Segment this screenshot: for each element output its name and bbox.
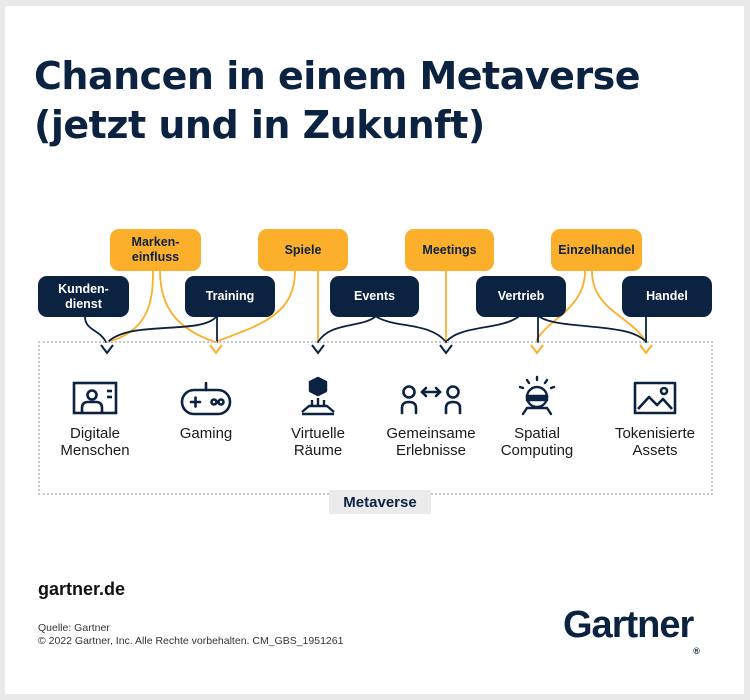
site-link[interactable]: gartner.de (38, 579, 126, 599)
tag-meetings: Meetings (405, 229, 494, 271)
tag-markeneinfluss: Marken- einfluss (110, 229, 201, 271)
tag-handel: Handel (622, 276, 712, 317)
item-gaming-label: Gaming (179, 425, 233, 442)
virtual-space-icon (301, 376, 335, 416)
infographic-card (5, 6, 744, 694)
tag-handel-label: Handel (646, 289, 688, 303)
connector-spiele-gaming (214, 270, 296, 343)
tag-kundendienst-label: Kunden- dienst (58, 281, 109, 311)
tag-einzelhandel: Einzelhandel (551, 229, 642, 271)
image-asset-icon (633, 381, 677, 415)
spatial-computing-icon (518, 375, 556, 416)
item-spatial-computing: Spatial Computing (477, 375, 597, 459)
tag-spiele: Spiele (258, 229, 348, 271)
arrowhead-raeume (311, 344, 325, 355)
item-tokenisierte-assets: Tokenisierte Assets (595, 381, 715, 459)
arrowhead-spatial (530, 344, 544, 355)
tag-kundendienst: Kunden- dienst (38, 276, 129, 317)
gartner-logo: Gartner® (563, 602, 700, 656)
arrowhead-digitale (100, 344, 114, 355)
tag-vertrieb-label: Vertrieb (497, 289, 545, 303)
arrowhead-assets (639, 344, 653, 355)
tag-meetings-label: Meetings (422, 242, 477, 257)
registered-mark: ® (693, 646, 700, 656)
tag-events-label: Events (354, 289, 395, 303)
item-digitale-menschen-label: Digitale Menschen (60, 425, 130, 459)
item-gaming: Gaming (146, 381, 266, 442)
gartner-logo-text: Gartner (563, 604, 694, 646)
tag-training-label: Training (205, 289, 255, 303)
connector-markeneinfluss-digitale (107, 270, 154, 343)
metaverse-label: Metaverse (329, 490, 431, 514)
item-digitale-menschen: Digitale Menschen (35, 381, 155, 459)
tag-markeneinfluss-label: Marken- einfluss (131, 235, 180, 264)
gamepad-icon (180, 381, 232, 416)
shared-experience-icon (400, 385, 462, 415)
item-spatial-computing-label: Spatial Computing (500, 425, 574, 459)
item-tokenisierte-assets-label: Tokenisierte Assets (614, 425, 696, 459)
tag-spiele-label: Spiele (284, 242, 322, 257)
page-title: Chancen in einem Metaverse (jetzt und in… (34, 52, 734, 150)
tag-vertrieb: Vertrieb (476, 276, 566, 317)
connector-training-digitale (107, 316, 217, 343)
tag-einzelhandel-label: Einzelhandel (558, 242, 635, 257)
digital-human-icon (72, 381, 118, 415)
item-gemeinsame-erlebnisse: Gemeinsame Erlebnisse (371, 381, 491, 459)
connector-einzelhandel-assets (591, 270, 647, 343)
connector-vertrieb-assets (539, 316, 647, 343)
title-line-2: (jetzt und in Zukunft) (34, 103, 485, 147)
arrowhead-erlebnisse (439, 344, 453, 355)
connector-markeneinfluss-gaming (159, 270, 216, 343)
copyright-note: © 2022 Gartner, Inc. Alle Rechte vorbeha… (38, 635, 344, 647)
tag-training: Training (185, 276, 275, 317)
connector-events-raeume (317, 316, 376, 343)
tag-events: Events (330, 276, 419, 317)
connector-kundendienst-digitale (84, 316, 107, 343)
item-virtuelle-raeume: Virtuelle Räume (258, 376, 378, 459)
source-note: Quelle: Gartner (38, 622, 110, 634)
item-virtuelle-raeume-label: Virtuelle Räume (291, 425, 345, 459)
connector-events-erlebnisse (376, 316, 447, 343)
connector-vertrieb-erlebnisse (445, 316, 519, 343)
title-line-1: Chancen in einem Metaverse (34, 54, 641, 98)
arrowhead-gaming (209, 344, 223, 355)
item-gemeinsame-erlebnisse-label: Gemeinsame Erlebnisse (386, 425, 476, 459)
arrowheads (100, 344, 653, 355)
